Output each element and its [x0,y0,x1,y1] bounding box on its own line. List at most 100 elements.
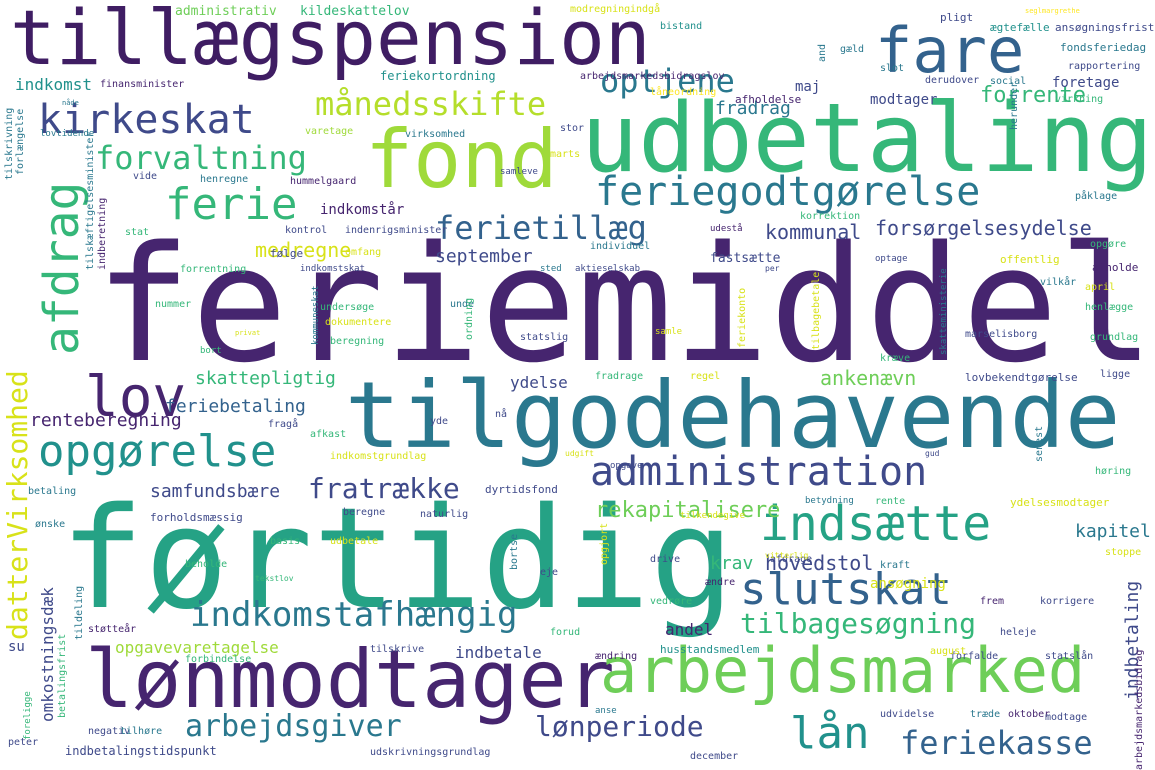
word-opgore: opgøre [1090,239,1127,250]
word-tilkendegive: tilkendegive [680,511,746,521]
word-dyrtidsfond: dyrtidsfond [485,483,558,496]
word-modregning: modregning [570,4,631,15]
word-feriegodtgorelse: feriegodtgørelse [595,169,981,215]
word-fradrage: fradrage [595,371,644,382]
word-unde: unde [450,299,475,310]
word-kapitel: kapitel [1075,521,1151,542]
word-forvaltning: forvaltning [95,139,307,177]
word-tekstlov: tekstlov [255,574,294,583]
word-andel: andel [665,620,714,639]
word-rekapitalisere: rekapitalisere [595,498,781,523]
word-tilgodehavende: tilgodehavende [345,362,1121,469]
word-forholdsmaessig: forholdsmæssig [150,511,243,524]
word-fraga: fragå [268,419,299,430]
word-renteberegning: renteberegning [30,410,182,431]
word-lovbekendtgorelse: lovbekendtgørelse [965,371,1078,384]
word-tilskrive: tilskrive [370,644,425,655]
word-offentlig: offentlig [1000,253,1060,266]
word-onske: ønske [35,519,66,530]
word-skattepligtig: skattepligtig [195,368,336,389]
word-aendre: ændre [705,577,736,588]
word-na: nå [495,409,508,420]
word-marts: marts [550,149,581,160]
word-henlaegge: henlægge [1085,302,1134,313]
word-april: april [1085,282,1116,293]
word-slot: slot [880,63,905,74]
word-frem: frem [980,596,1005,607]
word-ydelsesmodtager: ydelsesmodtager [1010,496,1110,509]
word-horing: høring [1095,466,1132,477]
word-afholde: afholde [1092,261,1139,274]
word-rente: rente [875,496,906,507]
word-afdrag-vertical: afdrag [34,181,90,355]
word-fortidig: førtidig [60,478,735,641]
word-ferie: ferie [165,179,298,230]
word-indberetning: indberetning [97,197,108,270]
word-udbetaling: udbetaling [581,84,1153,194]
word-ankenaevn: ankenævn [820,366,917,390]
word-virksomhed: virksomhed [405,129,466,140]
word-arbejdsmarked: arbejdsmarked [600,634,1086,707]
word-senest: senest [1034,425,1045,462]
word-skatteministerie: skatteministerie [939,268,949,355]
word-gaeld: gæld [840,44,865,55]
word-beholde: beholde [185,559,228,570]
word-undersoge: undersøge [320,302,375,313]
word-beskaeftigelsesminister: tilskæftigelsesminister [85,131,96,270]
word-fare: fare [875,14,1025,87]
word-vilkar: vilkår [1040,277,1077,288]
word-feriekasse: feriekasse [900,724,1093,762]
word-udskrivningsgrundlag: udskrivningsgrundlag [370,747,491,758]
word-administrativ: administrativ [175,4,277,19]
word-samleve: samleve [500,167,538,177]
word-aendring: ændring [595,651,638,662]
word-august: august [930,646,967,657]
word-social: social [990,76,1027,87]
word-opgave: opgave [610,461,643,471]
word-rapportering: rapportering [1068,61,1141,72]
word-finansminister: finansminister [100,79,185,90]
word-optage: optage [875,254,908,264]
word-arbejdsgiver: arbejdsgiver [185,709,402,744]
word-dokumentere: dokumentere [325,317,392,328]
word-kirkeskat: kirkeskat [38,97,255,143]
word-and: and [817,43,828,62]
word-indkomstar: indkomstår [320,202,405,218]
word-tilbagebetale: tilbagebetale [811,271,822,350]
word-udesta: udestå [710,224,743,234]
word-modtage: modtage [1045,712,1088,723]
word-omkostningsdaek: omkostningsdæk [38,587,57,722]
word-forrente: forrente [980,83,1086,108]
word-su: su [8,639,25,655]
word-forlaengelse: forlængelse [15,108,26,175]
word-kraft: kraft [880,560,911,571]
word-omfang: omfang [345,247,382,258]
word-dattervirksomhed: datterVirksomhed [1,370,34,640]
word-hovedstol: hovedstol [765,551,874,575]
word-kontrol: kontrol [285,225,328,236]
word-forbindelse: forbindelse [185,654,252,665]
word-anse: anse [595,706,617,716]
word-pligt: pligt [940,11,974,24]
word-manedsskifte: månedsskifte [315,85,547,123]
word-lan: lån [790,708,870,759]
word-september: september [435,246,533,267]
word-herunder: herunder [1009,81,1020,130]
word-indsaette: indsætte [760,496,992,552]
word-per: per [765,264,780,273]
word-feriekortordning: feriekortordning [380,69,496,83]
word-beregne: beregne [343,507,386,518]
word-ligge: ligge [1100,369,1131,380]
word-nade: nåde [62,99,79,107]
word-vitterlig: vitterlig [765,551,809,560]
word-marselisborg: marselisborg [965,329,1038,340]
word-vedrore: vedrøre [650,596,693,607]
word-udvidelse: udvidelse [880,709,935,720]
word-medregne: medregne [255,238,352,262]
word-varetage: varetage [305,126,354,137]
word-maj: maj [795,79,821,95]
word-samfundsbaere: samfundsbære [150,481,281,502]
word-traede: træde [970,709,1001,720]
word-statslig: statslig [520,332,569,343]
